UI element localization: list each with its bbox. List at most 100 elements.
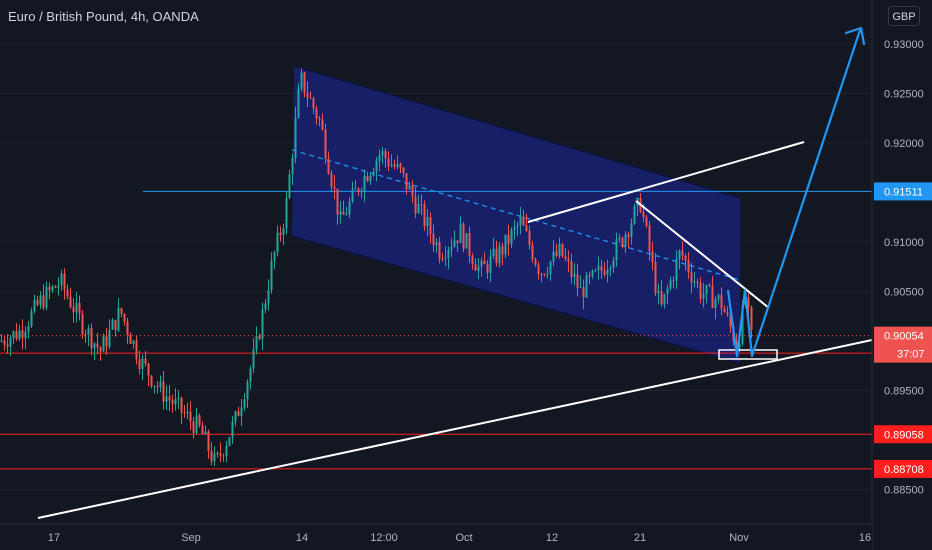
candle-body (141, 358, 144, 370)
price-tag-label: 0.88708 (884, 464, 924, 476)
candle-body (96, 343, 99, 348)
candle-body (621, 237, 624, 247)
candle-body (114, 319, 117, 331)
candle-body (198, 415, 201, 426)
candle-body (231, 421, 234, 438)
candle-body (282, 228, 285, 235)
candle-body (255, 335, 258, 350)
candle-body (477, 266, 480, 271)
candle-body (249, 368, 252, 382)
candle-body (57, 285, 60, 288)
candle-body (261, 309, 264, 339)
candle-body (711, 285, 714, 308)
candle-body (348, 201, 351, 215)
candle-body (312, 98, 315, 109)
candle-body (663, 293, 666, 305)
candle-body (525, 225, 528, 231)
candle-body (240, 407, 243, 416)
candle-body (594, 270, 597, 272)
candle-body (645, 217, 648, 226)
candle-body (321, 119, 324, 130)
candle-body (237, 411, 240, 416)
candle-body (447, 249, 450, 258)
candle-body (522, 216, 525, 226)
candle-body (618, 237, 621, 240)
channel-fill (292, 66, 740, 363)
candle-body (99, 347, 102, 352)
candle-body (54, 286, 57, 288)
candle-body (27, 325, 30, 332)
candle-body (453, 240, 456, 247)
candle-body (258, 335, 261, 339)
candle-body (102, 336, 105, 352)
candle-body (39, 295, 42, 305)
candle-body (423, 204, 426, 227)
candle-body (531, 245, 534, 260)
candle-body (171, 400, 174, 405)
candle-body (705, 285, 708, 294)
candle-body (597, 266, 600, 271)
candle-body (156, 385, 159, 388)
candle-body (699, 282, 702, 299)
candle-body (270, 260, 273, 291)
price-axis-bg (872, 0, 932, 550)
candle-body (81, 313, 84, 335)
candle-body (123, 313, 126, 322)
candle-body (651, 251, 654, 263)
time-tick-label: 17 (48, 532, 60, 544)
candle-body (378, 155, 381, 161)
candle-body (207, 431, 210, 451)
candle-body (612, 260, 615, 268)
candle-body (747, 296, 750, 308)
candle-body (132, 340, 135, 344)
candle-body (693, 281, 696, 283)
candle-body (288, 174, 291, 199)
candle-body (432, 233, 435, 246)
candle-body (336, 188, 339, 215)
candle-body (36, 299, 39, 305)
candle-body (396, 163, 399, 167)
candle-body (474, 264, 477, 271)
time-tick-label: Sep (181, 532, 201, 544)
candle-body (138, 359, 141, 370)
candle-body (543, 274, 546, 276)
candle-body (690, 272, 693, 283)
candle-body (405, 173, 408, 190)
candle-body (708, 285, 711, 287)
time-tick-label: 16 (859, 532, 871, 544)
projection-path (726, 29, 862, 358)
candle-body (615, 239, 618, 261)
candle-body (192, 421, 195, 433)
candle-body (468, 233, 471, 256)
candle-body (183, 412, 186, 414)
currency-button[interactable]: GBP (888, 6, 920, 26)
candle-body (603, 270, 606, 275)
candle-body (300, 72, 303, 89)
candle-body (0, 340, 3, 342)
candle-body (369, 175, 372, 182)
candle-body (411, 185, 414, 197)
candle-body (78, 303, 81, 314)
candle-body (570, 261, 573, 277)
candle-body (372, 171, 375, 176)
candle-body (681, 250, 684, 256)
candle-body (627, 234, 630, 237)
candle-body (714, 299, 717, 308)
candle-body (87, 327, 90, 335)
candle-body (654, 262, 657, 293)
candle-body (126, 321, 129, 335)
candle-body (459, 224, 462, 244)
candle-body (435, 242, 438, 246)
candle-body (69, 296, 72, 308)
candle-body (579, 287, 582, 289)
candle-body (135, 340, 138, 360)
candle-body (429, 217, 432, 234)
drawings (37, 26, 873, 519)
candle-body (588, 275, 591, 277)
candle-body (366, 175, 369, 182)
candle-body (540, 273, 543, 275)
candle-body (738, 343, 741, 349)
price-tag-label: 0.89058 (884, 429, 924, 441)
candle-body (234, 411, 237, 422)
